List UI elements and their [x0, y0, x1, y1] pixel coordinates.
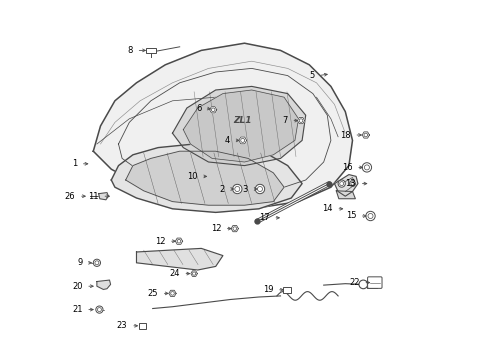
Text: 1: 1 — [72, 159, 77, 168]
Polygon shape — [136, 248, 223, 270]
Text: 6: 6 — [196, 104, 201, 112]
Text: 24: 24 — [169, 269, 179, 278]
Circle shape — [255, 184, 264, 194]
Text: 13: 13 — [345, 179, 355, 188]
Circle shape — [232, 184, 242, 194]
Polygon shape — [297, 117, 304, 124]
Text: 26: 26 — [64, 192, 75, 201]
Text: 10: 10 — [187, 172, 197, 181]
Text: 16: 16 — [341, 163, 352, 172]
Text: 17: 17 — [259, 213, 269, 222]
Text: 19: 19 — [262, 285, 273, 294]
Polygon shape — [175, 238, 182, 244]
Polygon shape — [209, 107, 216, 113]
FancyBboxPatch shape — [145, 48, 156, 53]
Text: 2: 2 — [219, 184, 224, 194]
Circle shape — [337, 180, 345, 187]
Text: 3: 3 — [242, 184, 247, 194]
Polygon shape — [125, 151, 284, 205]
Polygon shape — [231, 225, 238, 232]
Text: 22: 22 — [348, 278, 359, 287]
Polygon shape — [97, 280, 110, 289]
FancyBboxPatch shape — [139, 323, 145, 329]
Polygon shape — [111, 144, 302, 212]
Text: 14: 14 — [322, 204, 332, 213]
Text: 4: 4 — [224, 136, 230, 145]
Polygon shape — [336, 191, 355, 199]
Circle shape — [362, 163, 371, 172]
Text: 23: 23 — [117, 321, 127, 330]
Text: 15: 15 — [345, 211, 355, 220]
Text: 20: 20 — [72, 282, 82, 291]
Text: 9: 9 — [77, 258, 82, 267]
Circle shape — [365, 211, 374, 221]
Text: 21: 21 — [72, 305, 82, 314]
Polygon shape — [362, 132, 368, 138]
Text: 11: 11 — [88, 192, 99, 201]
Circle shape — [358, 280, 367, 289]
FancyBboxPatch shape — [366, 280, 377, 288]
Polygon shape — [183, 90, 298, 162]
Text: 12: 12 — [155, 237, 165, 246]
Polygon shape — [168, 290, 176, 297]
Polygon shape — [190, 271, 197, 276]
FancyBboxPatch shape — [367, 277, 381, 288]
Circle shape — [96, 306, 103, 313]
Polygon shape — [99, 193, 108, 200]
Text: 5: 5 — [309, 71, 314, 80]
Circle shape — [349, 181, 355, 186]
Text: 8: 8 — [127, 46, 133, 55]
Circle shape — [93, 259, 101, 266]
FancyBboxPatch shape — [283, 287, 290, 293]
Polygon shape — [334, 175, 357, 196]
Polygon shape — [172, 86, 305, 166]
Text: 18: 18 — [339, 130, 350, 139]
Text: 25: 25 — [147, 289, 158, 298]
Text: ZL1: ZL1 — [233, 116, 251, 125]
Text: 12: 12 — [210, 224, 221, 233]
Polygon shape — [93, 43, 352, 209]
Polygon shape — [238, 137, 246, 144]
Text: 7: 7 — [282, 116, 287, 125]
